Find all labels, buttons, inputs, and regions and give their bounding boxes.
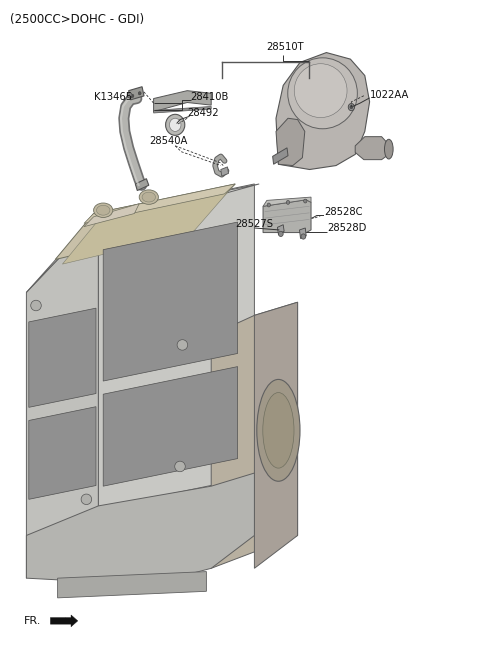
Polygon shape [221, 167, 228, 176]
Ellipse shape [166, 114, 185, 135]
Polygon shape [129, 87, 144, 100]
FancyArrowPatch shape [53, 619, 70, 623]
Polygon shape [84, 204, 139, 227]
Text: 28540A: 28540A [149, 136, 187, 146]
Polygon shape [29, 308, 96, 407]
Ellipse shape [169, 118, 181, 131]
Polygon shape [211, 302, 298, 568]
Ellipse shape [304, 199, 307, 203]
Polygon shape [29, 407, 96, 499]
Polygon shape [26, 473, 254, 585]
Polygon shape [276, 53, 370, 170]
Text: FR.: FR. [24, 616, 41, 626]
Polygon shape [154, 106, 211, 113]
Polygon shape [254, 302, 298, 568]
Ellipse shape [294, 64, 347, 118]
Ellipse shape [350, 105, 353, 109]
Ellipse shape [175, 461, 185, 472]
Ellipse shape [384, 139, 393, 159]
Polygon shape [273, 148, 288, 164]
Text: 28527S: 28527S [235, 219, 273, 229]
Polygon shape [263, 197, 311, 206]
Text: (2500CC>DOHC - GDI): (2500CC>DOHC - GDI) [10, 13, 144, 26]
Polygon shape [103, 222, 238, 381]
Ellipse shape [278, 231, 283, 237]
Ellipse shape [288, 58, 357, 129]
Polygon shape [50, 615, 78, 627]
Ellipse shape [31, 300, 41, 311]
Ellipse shape [177, 340, 188, 350]
Ellipse shape [139, 190, 158, 204]
Polygon shape [26, 184, 259, 292]
Ellipse shape [301, 234, 306, 239]
Ellipse shape [127, 93, 132, 98]
Ellipse shape [81, 494, 92, 505]
Text: K13465: K13465 [94, 92, 132, 102]
Text: 1022AA: 1022AA [370, 90, 409, 100]
Ellipse shape [138, 91, 141, 95]
Ellipse shape [267, 203, 271, 207]
Polygon shape [263, 200, 311, 233]
Polygon shape [103, 367, 238, 486]
Ellipse shape [94, 203, 113, 217]
Ellipse shape [286, 200, 290, 204]
Polygon shape [55, 184, 235, 260]
Text: 28410B: 28410B [191, 92, 229, 102]
Ellipse shape [142, 193, 156, 202]
Polygon shape [58, 572, 206, 598]
Polygon shape [276, 118, 305, 166]
Text: 28510T: 28510T [266, 42, 304, 52]
Text: 28528C: 28528C [324, 207, 362, 217]
Polygon shape [26, 217, 98, 578]
Ellipse shape [131, 95, 134, 98]
Polygon shape [98, 184, 254, 509]
Text: 28492: 28492 [187, 108, 219, 118]
Polygon shape [135, 179, 149, 191]
Ellipse shape [257, 380, 300, 481]
Polygon shape [84, 184, 235, 223]
Text: 28528D: 28528D [327, 223, 367, 233]
Polygon shape [62, 192, 228, 264]
Ellipse shape [263, 393, 294, 468]
Polygon shape [300, 228, 306, 238]
Polygon shape [154, 91, 211, 112]
Polygon shape [277, 225, 284, 235]
Polygon shape [355, 137, 389, 160]
Ellipse shape [96, 205, 110, 215]
Ellipse shape [348, 103, 354, 111]
